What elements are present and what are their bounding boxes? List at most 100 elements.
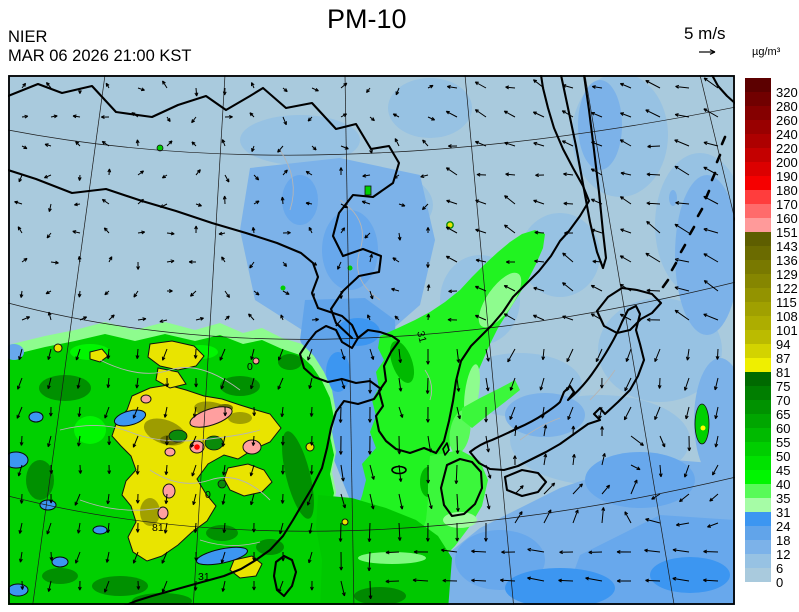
pm-core-green-holes — [168, 429, 227, 489]
coast-sakhalin — [559, 75, 608, 270]
legend-tick-label: 220 — [776, 140, 798, 156]
legend-segment — [745, 274, 771, 288]
legend-segment — [745, 106, 771, 120]
wind-reference-label: 5 m/s — [684, 24, 726, 43]
legend-tick-label: 65 — [776, 406, 791, 422]
legend-tick-label: 180 — [776, 182, 798, 198]
legend-tick-label: 55 — [776, 434, 791, 450]
legend-tick-label: 6 — [776, 560, 784, 576]
contour-label: 31 — [198, 571, 210, 583]
legend-segment — [745, 442, 771, 456]
legend-tick-label: 151 — [776, 224, 798, 240]
legend-segment — [745, 316, 771, 330]
pm-hotspots-pink — [140, 357, 262, 520]
legend-tick-label: 50 — [776, 448, 791, 464]
legend-segment — [745, 330, 771, 344]
legend-segment — [745, 540, 771, 554]
legend-segment — [745, 372, 771, 386]
agency-label: NIER — [8, 28, 48, 46]
legend-segment — [745, 246, 771, 260]
legend-segment — [745, 498, 771, 512]
border-russia-china — [8, 82, 401, 340]
legend-tick-label: 31 — [776, 504, 791, 520]
legend-tick-label: 60 — [776, 420, 791, 436]
coast-hokkaido — [595, 286, 663, 335]
legend-segment — [745, 470, 771, 484]
pm-hotspot-red — [194, 444, 200, 450]
pm-specks — [156, 144, 710, 445]
legend-tick-label: 18 — [776, 532, 791, 548]
legend-segment — [745, 526, 771, 540]
contour-label: 31 — [414, 330, 429, 345]
legend-segment — [745, 302, 771, 316]
legend-tick-label: 101 — [776, 322, 798, 338]
legend-segment — [745, 92, 771, 106]
legend-tick-label: 240 — [776, 126, 798, 142]
legend-tick-label: 136 — [776, 252, 798, 268]
legend-segment — [745, 148, 771, 162]
lakes — [8, 344, 248, 597]
legend-tick-label: 108 — [776, 308, 798, 324]
map-title: PM-10 — [327, 4, 407, 34]
legend-segment — [745, 414, 771, 428]
legend-tick-label: 115 — [776, 294, 797, 310]
coast-shikoku — [503, 468, 548, 498]
legend-tick-label: 280 — [776, 98, 798, 114]
legend-tick-label: 94 — [776, 336, 791, 352]
legend-segment — [745, 162, 771, 176]
legend-tick-label: 12 — [776, 546, 791, 562]
legend-tick-label: 320 — [776, 84, 798, 100]
legend-segment — [745, 568, 771, 582]
legend-segment — [745, 344, 771, 358]
legend-tick-label: 170 — [776, 196, 798, 212]
coastlines — [8, 75, 735, 605]
contour-label: 0 — [247, 361, 253, 373]
legend-segment — [745, 428, 771, 442]
coast-taiwan — [272, 554, 298, 598]
coast-china — [123, 306, 383, 605]
legend-tick-label: 129 — [776, 266, 798, 282]
coast-kamchatka — [710, 75, 735, 105]
legend-unit-label: µg/m³ — [752, 46, 781, 58]
legend-segment — [745, 554, 771, 568]
legend-tick-label: 143 — [776, 238, 798, 254]
legend-segment — [745, 190, 771, 204]
legend-segment — [745, 134, 771, 148]
legend-tick-label: 40 — [776, 476, 791, 492]
coast-honshu — [468, 304, 646, 472]
graticule — [8, 75, 735, 605]
map-frame — [8, 75, 735, 605]
pm-plume-korea — [316, 230, 545, 605]
legend-segment — [745, 120, 771, 134]
legend-segment — [745, 204, 771, 218]
legend-tick-label: 24 — [776, 518, 791, 534]
legend-segment — [745, 218, 771, 232]
legend-tick-label: 75 — [776, 378, 791, 394]
legend-segment — [745, 288, 771, 302]
legend-segment — [745, 484, 771, 498]
legend-segment — [745, 512, 771, 526]
legend-tick-label: 260 — [776, 112, 798, 128]
wind-reference-arrow-icon — [699, 49, 716, 55]
legend-segment — [745, 456, 771, 470]
legend-tick-label: 122 — [776, 280, 798, 296]
legend-tick-label: 45 — [776, 462, 791, 478]
color-scale-legend: 320 280 260 240 220 200 190 180 170 160 151 143 136 1… — [745, 78, 798, 589]
coast-korea — [356, 75, 591, 455]
contour-labels: 81 31 31 0 0 — [152, 330, 429, 583]
legend-tick-label: 70 — [776, 392, 791, 408]
contour-label: 0 — [205, 489, 211, 501]
contour-label: 81 — [152, 522, 164, 534]
coast-kuril-islands — [661, 135, 727, 289]
forecast-datetime: MAR 06 2026 21:00 KST — [8, 47, 192, 65]
legend-tick-label: 35 — [776, 490, 791, 506]
wind-arrows-path — [14, 77, 720, 600]
border-mongolia — [8, 168, 320, 310]
legend-tick-label: 190 — [776, 168, 798, 184]
legend-segment — [745, 358, 771, 372]
coast-tsushima — [442, 442, 450, 456]
legend-segment — [745, 78, 771, 92]
legend-segment — [745, 400, 771, 414]
legend-segment — [745, 260, 771, 274]
